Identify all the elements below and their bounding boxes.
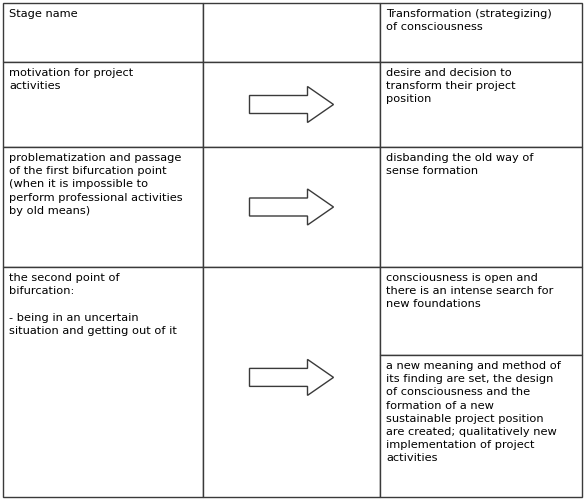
Text: Stage name: Stage name: [9, 9, 77, 19]
Bar: [3, 267, 203, 497]
Text: problematization and passage
of the first bifurcation point
(when it is impossib: problematization and passage of the firs…: [9, 153, 183, 216]
Bar: [380, 62, 582, 147]
Text: desire and decision to
transform their project
position: desire and decision to transform their p…: [386, 68, 515, 104]
Bar: [380, 3, 582, 62]
Bar: [3, 62, 203, 147]
Text: the second point of
bifurcation:

- being in an uncertain
situation and getting : the second point of bifurcation: - being…: [9, 273, 177, 336]
Bar: [203, 3, 380, 62]
Text: disbanding the old way of
sense formation: disbanding the old way of sense formatio…: [386, 153, 534, 176]
Text: a new meaning and method of
its finding are set, the design
of consciousness and: a new meaning and method of its finding …: [386, 361, 561, 464]
Bar: [203, 62, 380, 147]
Bar: [203, 267, 380, 497]
Text: Transformation (strategizing)
of consciousness: Transformation (strategizing) of conscio…: [386, 9, 552, 32]
Polygon shape: [249, 86, 333, 122]
Polygon shape: [249, 189, 333, 225]
Bar: [380, 355, 582, 497]
Bar: [3, 147, 203, 267]
Text: motivation for project
activities: motivation for project activities: [9, 68, 133, 91]
Bar: [380, 267, 582, 355]
Bar: [203, 147, 380, 267]
Text: consciousness is open and
there is an intense search for
new foundations: consciousness is open and there is an in…: [386, 273, 554, 310]
Polygon shape: [249, 360, 333, 396]
Bar: [3, 3, 203, 62]
Bar: [380, 147, 582, 267]
